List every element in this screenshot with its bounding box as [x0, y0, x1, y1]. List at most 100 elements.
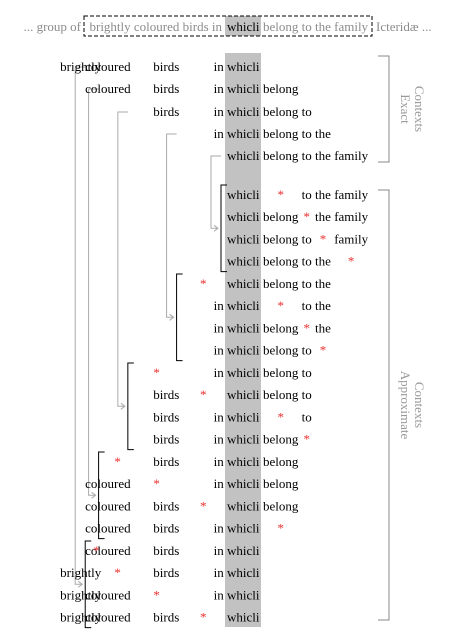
row-target-word: whicli: [227, 476, 260, 491]
mask-star: *: [303, 432, 310, 447]
row-word: birds: [153, 565, 179, 580]
row-target-word: whicli: [227, 81, 260, 96]
row-word: belong: [263, 498, 299, 513]
approximate-label-line1: Approximate: [398, 371, 413, 440]
row-word: brightly: [60, 610, 102, 625]
row-word: in: [214, 298, 225, 313]
mask-star: *: [277, 521, 284, 536]
exact-label-line1: Exact: [398, 94, 413, 124]
mask-star: *: [200, 387, 207, 402]
row-word: the: [315, 126, 331, 141]
row-word: coloured: [85, 59, 131, 74]
row-word: coloured: [85, 610, 131, 625]
row-word: belong: [263, 343, 299, 358]
connector-lines: [74, 66, 227, 629]
row-word: birds: [153, 59, 179, 74]
row-target-word: whicli: [227, 565, 260, 580]
row-target-word: whicli: [227, 59, 260, 74]
row-target-word: whicli: [227, 254, 260, 269]
connector-arrowhead: [169, 313, 175, 321]
context-rows: whicliinbirdscolouredbrightlywhicliinbir…: [60, 59, 369, 625]
row-word: coloured: [85, 543, 131, 558]
group-bracket: [84, 540, 92, 629]
row-word: in: [214, 365, 225, 380]
row-word: birds: [153, 521, 179, 536]
row-word: to: [302, 387, 312, 402]
row-word: birds: [153, 432, 179, 447]
row-word: in: [214, 59, 225, 74]
row-word: belong: [263, 104, 299, 119]
row-word: the: [315, 187, 331, 202]
mask-star: *: [153, 587, 160, 602]
row-word: birds: [153, 387, 179, 402]
row-target-word: whicli: [227, 148, 260, 163]
row-word: to: [302, 409, 312, 424]
row-word: family: [334, 209, 368, 224]
sentence-context: brightly coloured birds in: [89, 19, 222, 34]
row-word: in: [214, 81, 225, 96]
mask-star: *: [153, 476, 160, 491]
row-word: the: [315, 254, 331, 269]
row-word: belong: [263, 254, 299, 269]
row-word: in: [214, 343, 225, 358]
exact-contexts-bracket: [378, 55, 390, 163]
row-word: belong: [263, 81, 299, 96]
row-target-word: whicli: [227, 365, 260, 380]
mask-star: *: [200, 276, 207, 291]
row-word: to: [302, 187, 312, 202]
row-word: belong: [263, 432, 299, 447]
row-word: brightly: [60, 587, 102, 602]
connector-arrowhead: [91, 491, 97, 499]
mask-star: *: [277, 187, 284, 202]
exact-to-approx-connector: [74, 66, 86, 585]
row-word: the: [315, 320, 331, 335]
row-target-word: whicli: [227, 498, 260, 513]
sentence-after: Icteridæ ...: [376, 19, 432, 34]
mask-star: *: [114, 454, 121, 469]
row-word: family: [334, 148, 368, 163]
row-word: belong: [263, 148, 299, 163]
group-bracket: [176, 273, 183, 362]
row-target-word: whicli: [227, 187, 260, 202]
row-word: birds: [153, 454, 179, 469]
approximate-contexts-bracket: [378, 189, 390, 621]
row-word: belong: [263, 476, 299, 491]
row-word: in: [214, 126, 225, 141]
row-word: to: [302, 104, 312, 119]
row-word: brightly: [60, 59, 102, 74]
row-word: birds: [153, 409, 179, 424]
row-word: family: [334, 187, 368, 202]
mask-star: *: [348, 254, 355, 269]
group-bracket: [220, 184, 227, 273]
exact-label-line2: Contexts: [412, 86, 427, 132]
row-word: birds: [153, 104, 179, 119]
row-word: in: [214, 409, 225, 424]
mask-star: *: [200, 610, 207, 625]
row-target-word: whicli: [227, 126, 260, 141]
row-word: birds: [153, 498, 179, 513]
row-word: in: [214, 104, 225, 119]
row-word: coloured: [85, 521, 131, 536]
row-word: to: [302, 276, 312, 291]
row-word: to: [302, 343, 312, 358]
row-word: in: [214, 521, 225, 536]
row-word: family: [334, 231, 368, 246]
mask-star: *: [277, 298, 284, 313]
row-word: brightly: [60, 565, 102, 580]
row-target-word: whicli: [227, 276, 260, 291]
row-word: belong: [263, 454, 299, 469]
row-target-word: whicli: [227, 454, 260, 469]
row-target-word: whicli: [227, 521, 260, 536]
row-word: coloured: [85, 498, 131, 513]
row-target-word: whicli: [227, 387, 260, 402]
sentence-after-context: belong to the family: [263, 19, 369, 34]
row-target-word: whicli: [227, 610, 260, 625]
row-word: the: [315, 209, 331, 224]
row-word: belong: [263, 387, 299, 402]
row-word: in: [214, 432, 225, 447]
row-target-word: whicli: [227, 543, 260, 558]
exact-to-approx-connector: [166, 133, 177, 318]
row-word: coloured: [85, 476, 131, 491]
row-target-word: whicli: [227, 409, 260, 424]
